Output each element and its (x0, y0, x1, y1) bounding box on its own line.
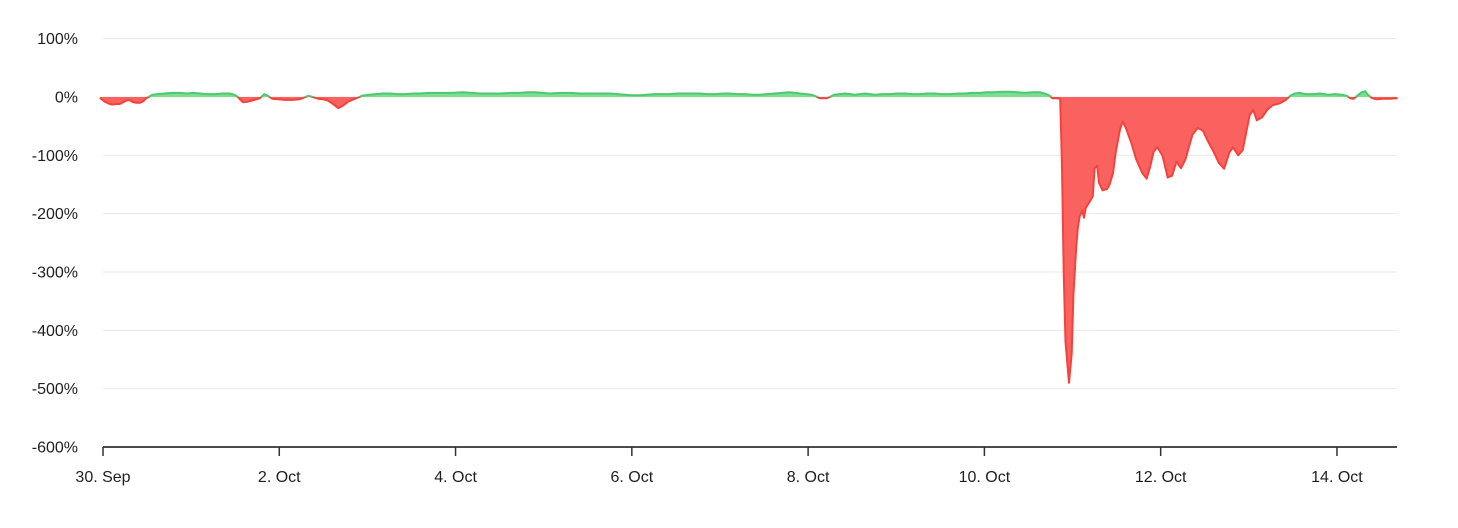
x-axis-label: 8. Oct (787, 469, 830, 486)
area-negative (100, 97, 1397, 383)
y-axis-label: 0% (55, 90, 78, 107)
series-line-positive (146, 90, 1373, 97)
x-axis-label: 14. Oct (1311, 469, 1363, 486)
area-positive (100, 91, 1397, 97)
x-axis-label: 10. Oct (959, 469, 1011, 486)
y-axis-label: -600% (32, 440, 78, 457)
x-axis-label: 2. Oct (258, 469, 301, 486)
x-axis-label: 12. Oct (1135, 469, 1187, 486)
x-axis-label: 30. Sep (75, 469, 130, 486)
series-line-negative (99, 97, 1398, 384)
y-axis-label: -100% (32, 148, 78, 165)
y-axis-label: -500% (32, 381, 78, 398)
y-axis-label: -300% (32, 264, 78, 281)
x-axis-label: 6. Oct (610, 469, 653, 486)
y-axis-label: 100% (37, 31, 78, 48)
x-axis-label: 4. Oct (434, 469, 477, 486)
y-axis-label: -400% (32, 323, 78, 340)
y-axis-label: -200% (32, 206, 78, 223)
